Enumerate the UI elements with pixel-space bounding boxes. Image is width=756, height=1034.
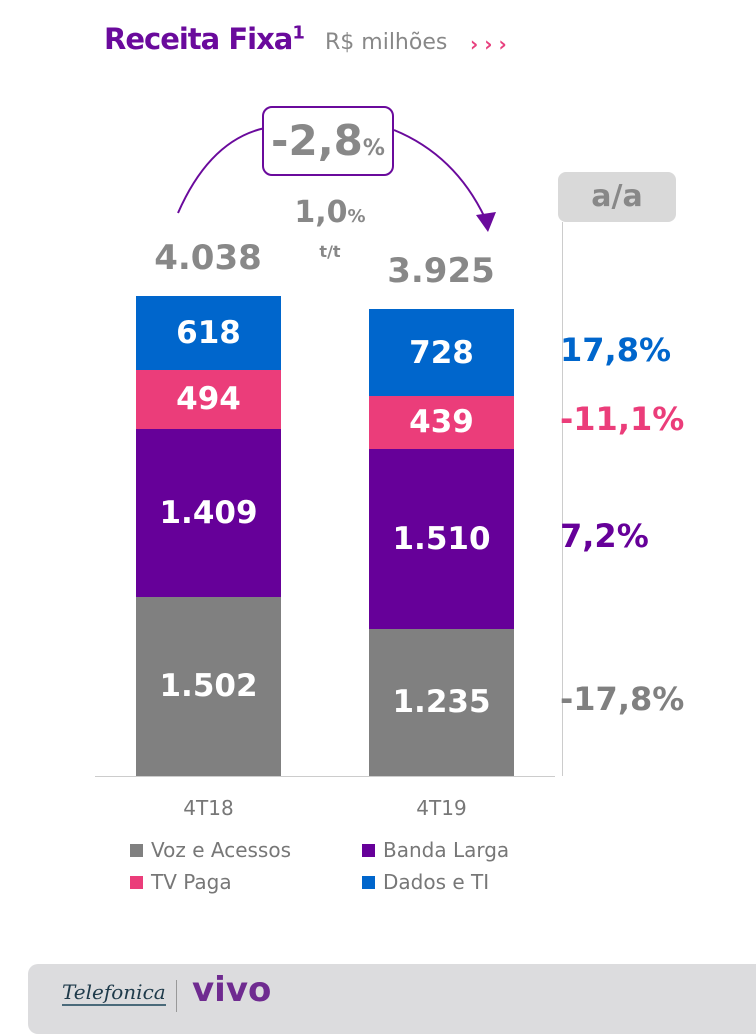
bar-4T18: 1.502 1.409 494 618 (136, 0, 281, 776)
legend-item-dados: Dados e TI (362, 870, 489, 894)
vivo-logo: vivo (192, 970, 272, 1010)
total-label: 4.038 (154, 238, 262, 279)
yoy-arrow-icon (177, 127, 496, 232)
yoy-pct: 17,8% (560, 330, 672, 369)
yoy-growth-box: -2,8% (262, 106, 394, 176)
data-label: 1.510 (392, 520, 491, 557)
data-label: 1.409 (159, 494, 258, 531)
bar-segment: 494 (136, 369, 281, 429)
data-label: 494 (176, 381, 241, 418)
qoq-label: t/t (319, 242, 341, 261)
bar-segment: 1.510 (369, 448, 514, 629)
bar-segment: 439 (369, 396, 514, 449)
bar-4T19: 1.235 1.510 439 728 (369, 0, 514, 776)
chevrons-icon: ››› (470, 32, 513, 56)
bar-segment: 1.235 (369, 628, 514, 776)
bar-segment: 618 (136, 296, 281, 370)
x-axis (95, 776, 555, 777)
data-label: 618 (176, 314, 241, 351)
legend-item-banda: Banda Larga (362, 838, 509, 862)
logo-divider (176, 980, 177, 1012)
x-tick-label: 4T19 (416, 796, 467, 820)
total-label: 3.925 (387, 251, 495, 292)
yoy-pct: -17,8% (560, 680, 685, 719)
data-label: 1.502 (159, 668, 258, 705)
qoq-growth: 1,0% (294, 195, 366, 230)
yoy-pct: 7,2% (560, 516, 649, 555)
chart-title: Receita Fixa1 (104, 22, 305, 56)
footer-bar (28, 964, 756, 1034)
unit-label: R$ milhões (325, 30, 448, 55)
bar-segment: 1.502 (136, 596, 281, 776)
yoy-header: a/a (558, 172, 676, 222)
bar-segment: 1.409 (136, 428, 281, 597)
data-label: 439 (409, 404, 474, 441)
yoy-pct: -11,1% (560, 400, 685, 439)
data-label: 728 (409, 334, 474, 371)
x-tick-label: 4T18 (183, 796, 234, 820)
divider (562, 222, 563, 776)
telefonica-logo: Telefonica (62, 980, 166, 1006)
bar-segment: 728 (369, 309, 514, 397)
data-label: 1.235 (392, 684, 491, 721)
legend-item-voz: Voz e Acessos (130, 838, 291, 862)
legend-item-tv: TV Paga (130, 870, 232, 894)
